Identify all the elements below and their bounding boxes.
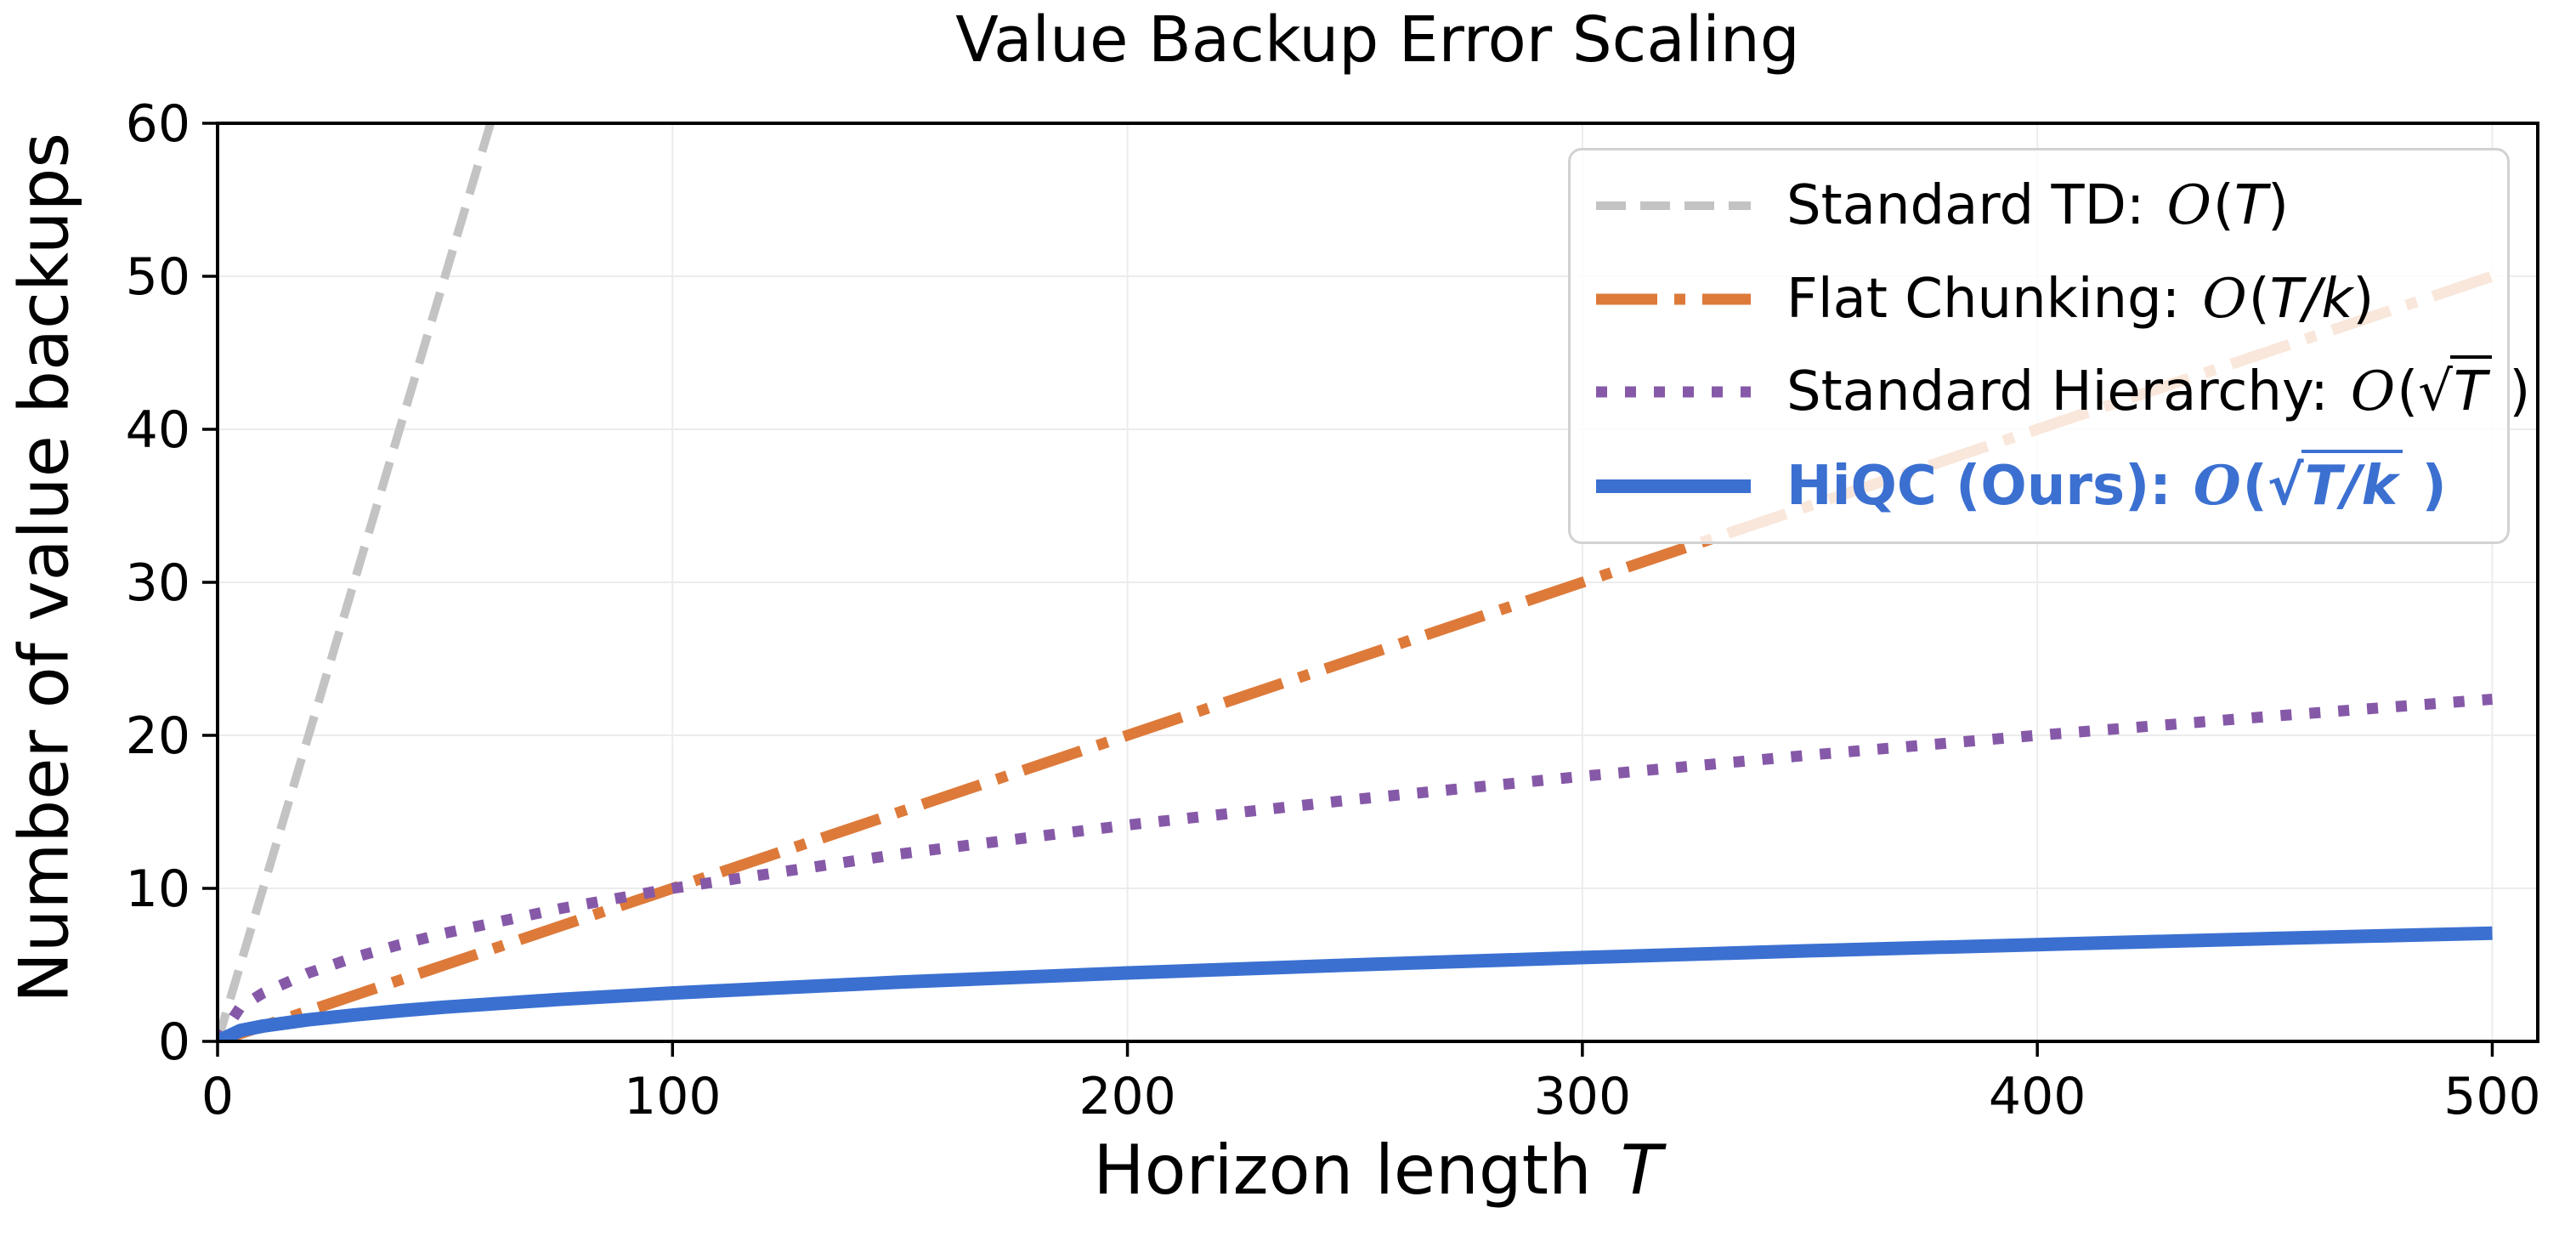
legend-line-sample-dotted — [1596, 386, 1751, 398]
series-line-standard-hierarchy — [218, 694, 2494, 1041]
legend-item-standard-hierarchy: Standard Hierarchy: O(√T ) — [1593, 355, 2530, 424]
x-tick-label-200: 200 — [1079, 1067, 1176, 1126]
series-line-hiqc-ours- — [218, 926, 2493, 1041]
legend-item-label: Standard TD: O(T) — [1786, 173, 2289, 237]
legend-item-label: HiQC (Ours): O(√T/k ) — [1786, 450, 2447, 519]
y-tick-label-40: 40 — [126, 400, 190, 460]
y-tick-label-30: 30 — [126, 553, 190, 613]
y-tick-label-50: 50 — [126, 247, 190, 307]
series-line-standard-td — [218, 123, 495, 1041]
legend-item-label: Standard Hierarchy: O(√T ) — [1786, 355, 2530, 424]
legend-line-sample-dashed — [1596, 201, 1751, 210]
tick-labels: 0 100 200 300 400 500 0 10 20 30 40 50 60 — [126, 94, 2541, 1126]
y-tick-label-60: 60 — [126, 94, 190, 154]
y-tick-label-10: 10 — [126, 859, 190, 919]
legend-item-hiqc-ours: HiQC (Ours): O(√T/k ) — [1593, 450, 2485, 519]
legend-line-sample-dashdot — [1596, 293, 1751, 305]
x-tick-label-500: 500 — [2443, 1067, 2541, 1126]
tick-marks — [202, 122, 2494, 1057]
x-tick-label-0: 0 — [201, 1067, 234, 1126]
y-tick-label-20: 20 — [126, 706, 190, 766]
x-axis-label: Horizon length T — [218, 1131, 2538, 1210]
y-tick-label-0: 0 — [158, 1012, 190, 1072]
legend-item-flat-chunking: Flat Chunking: O(T/k) — [1593, 268, 2485, 331]
legend-item-label: Flat Chunking: O(T/k) — [1786, 267, 2375, 331]
x-tick-label-300: 300 — [1534, 1067, 1632, 1126]
x-axis-label-text: Horizon length — [1093, 1131, 1592, 1210]
x-axis-variable: T — [1620, 1131, 1662, 1210]
legend: Standard TD: O(T) Flat Chunking: O(T/k) St… — [1568, 148, 2530, 544]
x-tick-label-100: 100 — [624, 1067, 722, 1126]
legend-item-standard-td: Standard TD: O(T) — [1593, 174, 2485, 237]
chart-title: Value Backup Error Scaling — [955, 3, 1800, 77]
legend-line-sample-solid — [1596, 479, 1751, 493]
x-tick-label-400: 400 — [1989, 1067, 2086, 1126]
